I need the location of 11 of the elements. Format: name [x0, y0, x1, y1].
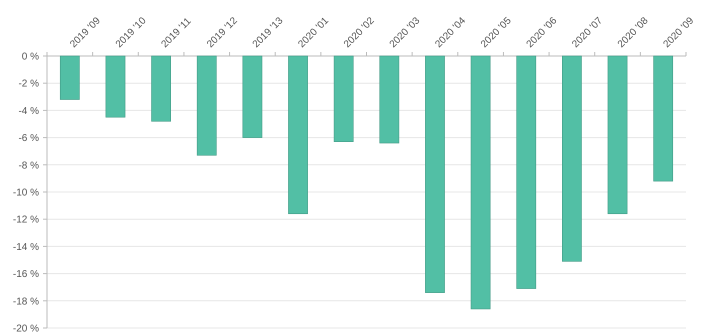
y-tick-label: 0 %: [22, 52, 40, 62]
y-tick-label: -14 %: [12, 242, 40, 253]
y-tick-label: -6 %: [18, 133, 40, 144]
y-tick-label: -10 %: [12, 188, 40, 198]
y-tick-label: -4 %: [18, 106, 40, 117]
y-tick-label: -8 %: [18, 160, 40, 172]
y-tick-label: -2 %: [18, 78, 40, 90]
y-tick-label: -20 %: [12, 324, 40, 334]
y-tick-label: -12 %: [12, 214, 40, 226]
y-tick-label: -18 %: [12, 296, 40, 308]
y-tick-label: -16 %: [12, 269, 40, 280]
